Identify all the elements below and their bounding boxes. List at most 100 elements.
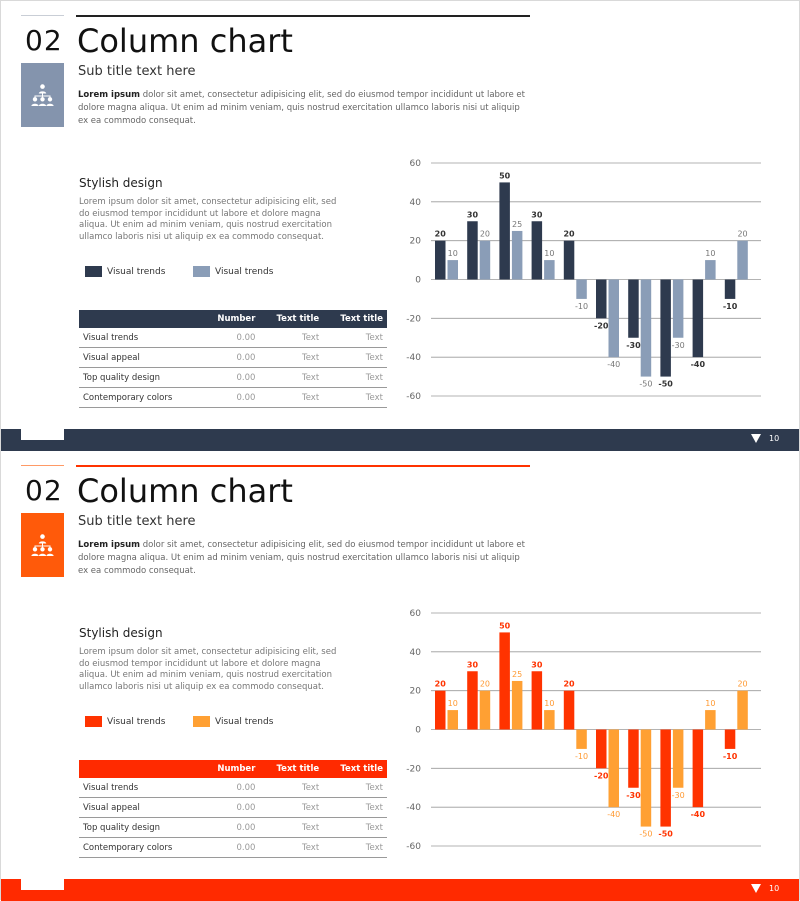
bar-series2-8	[672, 729, 684, 788]
table-header-row: Number Text title Text title	[79, 310, 387, 328]
stylish-paragraph: Lorem ipsum dolor sit amet, consectetur …	[79, 647, 337, 692]
icon-box	[21, 513, 64, 577]
legend-swatch	[193, 266, 210, 277]
table-cell: Text	[323, 837, 387, 858]
table-cell: Top quality design	[79, 367, 202, 388]
bar-series2-3	[511, 680, 523, 730]
footer-notch	[21, 429, 64, 440]
bar-series2-7	[640, 279, 652, 377]
table-header	[79, 760, 202, 778]
subtitle: Sub title text here	[78, 64, 196, 79]
intro-text: dolor sit amet, consectetur adipisicing …	[78, 540, 525, 576]
data-label: -50	[658, 380, 673, 389]
footer-notch	[21, 879, 64, 890]
down-triangle-icon	[751, 884, 761, 893]
data-label: 20	[480, 230, 490, 239]
table-cell: Visual trends	[79, 778, 202, 798]
bar-series2-2	[479, 690, 491, 730]
data-label: 20	[563, 230, 575, 239]
data-label: 10	[705, 249, 715, 258]
bar-series2-7	[640, 729, 652, 827]
bar-series1-8	[660, 279, 671, 377]
y-tick-label: -40	[406, 353, 421, 363]
table-cell: 0.00	[201, 347, 260, 368]
data-label: 30	[467, 660, 479, 669]
bar-series2-9	[705, 710, 716, 730]
bar-series1-7	[628, 729, 639, 788]
bar-series1-3	[499, 182, 510, 280]
data-label: 25	[512, 670, 522, 679]
bar-series2-6	[608, 279, 619, 358]
column-chart: 60 40 20 0 -20 -40 -60 20 30 50 30 20 -20 -30 -50 -40 -1…	[406, 159, 761, 402]
bar-series1-9	[692, 729, 704, 808]
table-cell: Text	[323, 797, 387, 818]
y-tick-label: 60	[410, 609, 422, 619]
y-tick-label: 0	[415, 726, 421, 736]
table-cell: Contemporary colors	[79, 387, 202, 408]
table-row: Top quality design 0.00 Text Text	[79, 817, 387, 838]
table-header: Text title	[323, 310, 387, 328]
table-cell: 0.00	[201, 778, 260, 798]
legend-swatch	[85, 716, 102, 727]
down-triangle-icon	[751, 434, 761, 443]
table-cell: Text	[259, 387, 324, 408]
table-row: Visual trends 0.00 Text Text	[79, 778, 387, 798]
table-cell: Text	[323, 328, 387, 348]
table-header: Number	[201, 760, 260, 778]
table-cell: Text	[323, 387, 387, 408]
bar-series1-4	[531, 221, 543, 280]
y-tick-label: 0	[415, 276, 421, 286]
data-label: -20	[594, 771, 609, 780]
data-label: -40	[691, 360, 706, 369]
table-header-row: Number Text title Text title	[79, 760, 387, 778]
table-cell: 0.00	[201, 797, 260, 818]
table-cell: Top quality design	[79, 817, 202, 838]
table-row: Visual trends 0.00 Text Text	[79, 328, 387, 348]
data-label: 20	[435, 230, 447, 239]
table-cell: 0.00	[201, 817, 260, 838]
subtitle: Sub title text here	[78, 514, 196, 529]
data-label: 10	[544, 249, 554, 258]
table-cell: Contemporary colors	[79, 837, 202, 858]
table-cell: Text	[323, 367, 387, 388]
table-cell: Text	[259, 837, 324, 858]
bar-series1-3	[499, 632, 510, 730]
slide-title: Column chart	[77, 472, 293, 510]
y-tick-label: -60	[406, 392, 421, 402]
intro-paragraph: Lorem ipsum dolor sit amet, consectetur …	[78, 539, 528, 578]
data-label: -30	[626, 791, 641, 800]
bar-series1-5	[563, 690, 575, 730]
legend-item-series2: Visual trends	[193, 716, 273, 728]
y-tick-label: 60	[410, 159, 422, 169]
data-label: 50	[499, 171, 511, 180]
stylish-paragraph: Lorem ipsum dolor sit amet, consectetur …	[79, 197, 337, 242]
data-label: -40	[607, 360, 620, 369]
bar-series1-10	[724, 729, 736, 749]
y-tick-label: 40	[410, 648, 422, 658]
table-cell: Text	[259, 328, 324, 348]
section-number: 02	[25, 474, 63, 507]
data-label: 50	[499, 621, 511, 630]
intro-bold: Lorem ipsum	[78, 540, 140, 550]
table-cell: Text	[259, 817, 324, 838]
table-row: Top quality design 0.00 Text Text	[79, 367, 387, 388]
table-cell: Text	[323, 347, 387, 368]
bar-series2-9	[705, 260, 716, 280]
table-cell: Text	[323, 817, 387, 838]
intro-bold: Lorem ipsum	[78, 90, 140, 100]
table-cell: Text	[259, 778, 324, 798]
y-tick-label: 40	[410, 198, 422, 208]
data-label: -40	[607, 810, 620, 819]
data-label: 25	[512, 220, 522, 229]
table-header: Text title	[259, 760, 324, 778]
footer-bar	[1, 879, 799, 901]
table-cell: Visual trends	[79, 328, 202, 348]
table-cell: Visual appeal	[79, 797, 202, 818]
table-row: Visual appeal 0.00 Text Text	[79, 347, 387, 368]
data-table: Number Text title Text title Visual tren…	[79, 310, 387, 408]
y-tick-label: -60	[406, 842, 421, 852]
data-label: 20	[480, 680, 490, 689]
table-row: Visual appeal 0.00 Text Text	[79, 797, 387, 818]
top-rule-long	[76, 465, 530, 467]
